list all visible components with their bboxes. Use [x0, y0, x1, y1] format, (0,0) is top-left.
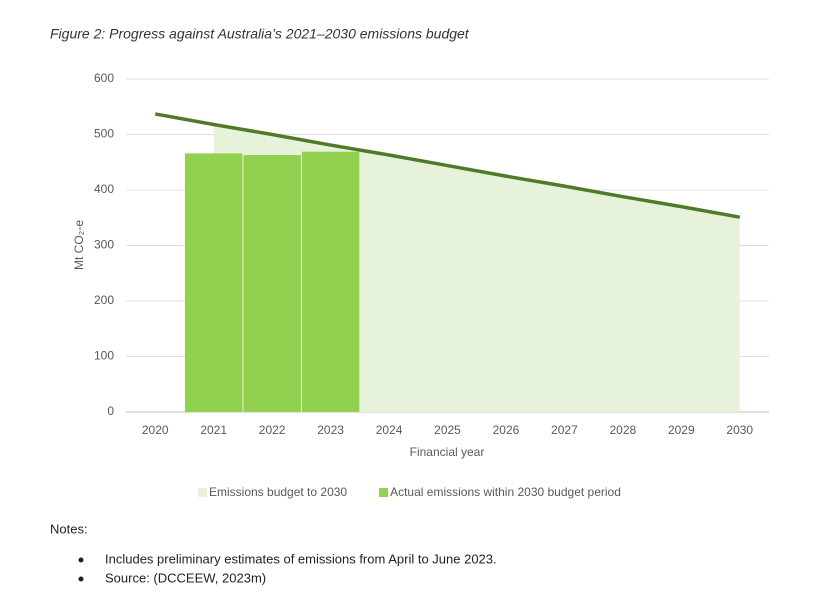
y-tick-label: 600 [94, 71, 114, 85]
y-tick-label: 0 [107, 404, 114, 418]
x-tick-label: 2023 [317, 423, 344, 437]
bullet [78, 557, 84, 563]
y-tick-label: 200 [94, 293, 114, 307]
x-tick-label: 2020 [142, 423, 169, 437]
x-tick-label: 2029 [668, 423, 695, 437]
x-axis-label: Financial year [410, 445, 485, 459]
bullet [78, 576, 84, 582]
note-item: Source: (DCCEEW, 2023m) [105, 570, 266, 585]
x-tick-label: 2025 [434, 423, 461, 437]
bar [184, 153, 243, 412]
budget-line [154, 112, 741, 219]
legend-label: Emissions budget to 2030 [209, 485, 347, 499]
y-tick-label: 300 [94, 238, 114, 252]
y-tick-label: 100 [94, 349, 114, 363]
x-tick-label: 2026 [493, 423, 520, 437]
bar [301, 151, 360, 412]
x-tick-label: 2030 [726, 423, 753, 437]
x-tick-label: 2027 [551, 423, 578, 437]
y-axis-label: Mt CO₂-e [72, 220, 86, 270]
note-item: Includes preliminary estimates of emissi… [105, 551, 497, 566]
x-tick-label: 2022 [259, 423, 286, 437]
notes-heading: Notes: [50, 521, 88, 536]
legend-swatch [379, 488, 389, 497]
legend-label: Actual emissions within 2030 budget peri… [390, 485, 621, 499]
x-tick-label: 2024 [376, 423, 403, 437]
x-tick-label: 2021 [200, 423, 227, 437]
legend-swatch [198, 488, 207, 497]
x-tick-label: 2028 [610, 423, 637, 437]
y-tick-label: 400 [94, 182, 114, 196]
chart-title: Figure 2: Progress against Australia’s 2… [50, 26, 470, 42]
bar [243, 155, 301, 412]
y-tick-label: 500 [94, 127, 114, 141]
